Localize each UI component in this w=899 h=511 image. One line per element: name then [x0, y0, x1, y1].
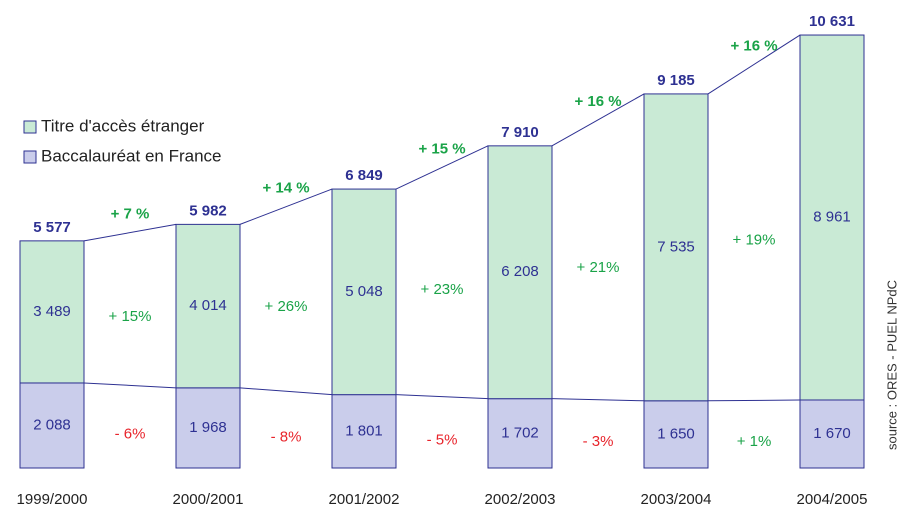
total-label: 10 631 [809, 13, 855, 30]
x-tick-label: 2001/2002 [329, 491, 400, 508]
connector-line [707, 34, 801, 95]
total-growth-label: + 16 % [730, 37, 777, 54]
bar-segment [487, 398, 553, 469]
total-label: 5 982 [189, 202, 227, 219]
bar-segment [19, 240, 85, 384]
legend-label: Titre d'accès étranger [41, 116, 205, 135]
segment-label: 7 535 [657, 238, 695, 255]
connector-line [551, 93, 645, 147]
connector-line [707, 399, 801, 402]
growth-label: + 1% [737, 433, 772, 450]
legend-swatch [23, 120, 37, 134]
x-tick-label: 2003/2004 [641, 491, 712, 508]
growth-label: - 8% [271, 429, 302, 446]
segment-label: 5 048 [345, 283, 383, 300]
bar-segment [175, 387, 241, 469]
x-tick-label: 2000/2001 [173, 491, 244, 508]
legend-label: Baccalauréat en France [41, 146, 222, 165]
bar-segment [175, 223, 241, 389]
segment-label: 4 014 [189, 297, 227, 314]
segment-label: 1 670 [813, 425, 851, 442]
source: source : ORES - PUEL NPdC [884, 280, 899, 450]
x-tick-label: 1999/2000 [17, 491, 88, 508]
connector-line [395, 394, 489, 400]
x-tick-label: 2002/2003 [485, 491, 556, 508]
bar-segment [643, 400, 709, 469]
total-label: 7 910 [501, 124, 539, 141]
legend-swatch [23, 150, 37, 164]
bar-segment [799, 399, 865, 469]
growth-label: + 15% [109, 308, 152, 325]
segment-label: 1 650 [657, 425, 695, 442]
total-growth-label: + 7 % [111, 206, 150, 223]
segment-label: 1 968 [189, 419, 227, 436]
bar-segment [19, 382, 85, 469]
connector-line [83, 382, 177, 389]
segment-label: 1 801 [345, 422, 383, 439]
total-growth-label: + 16 % [574, 93, 621, 110]
bar-segment [487, 145, 553, 400]
segment-label: 2 088 [33, 416, 71, 433]
connector-line [83, 223, 177, 242]
growth-label: + 23% [421, 281, 464, 298]
growth-label: - 3% [583, 433, 614, 450]
segment-label: 3 489 [33, 303, 71, 320]
connector-line [239, 387, 333, 396]
total-label: 5 577 [33, 219, 71, 236]
x-tick-label: 2004/2005 [797, 491, 868, 508]
connector-line [551, 398, 645, 402]
growth-label: - 5% [427, 431, 458, 448]
bar-segment [643, 93, 709, 402]
growth-label: + 19% [733, 231, 776, 248]
growth-label: + 21% [577, 259, 620, 276]
total-growth-label: + 15 % [418, 140, 465, 157]
segment-label: 6 208 [501, 263, 539, 280]
segment-label: 8 961 [813, 208, 851, 225]
total-growth-label: + 14 % [262, 180, 309, 197]
connector-line [395, 145, 489, 190]
total-label: 9 185 [657, 72, 695, 89]
total-label: 6 849 [345, 167, 383, 184]
connector-line [239, 188, 333, 225]
growth-label: + 26% [265, 298, 308, 315]
segment-label: 1 702 [501, 424, 539, 441]
growth-label: - 6% [115, 426, 146, 443]
bar-segment [331, 188, 397, 396]
bar-segment [799, 34, 865, 401]
